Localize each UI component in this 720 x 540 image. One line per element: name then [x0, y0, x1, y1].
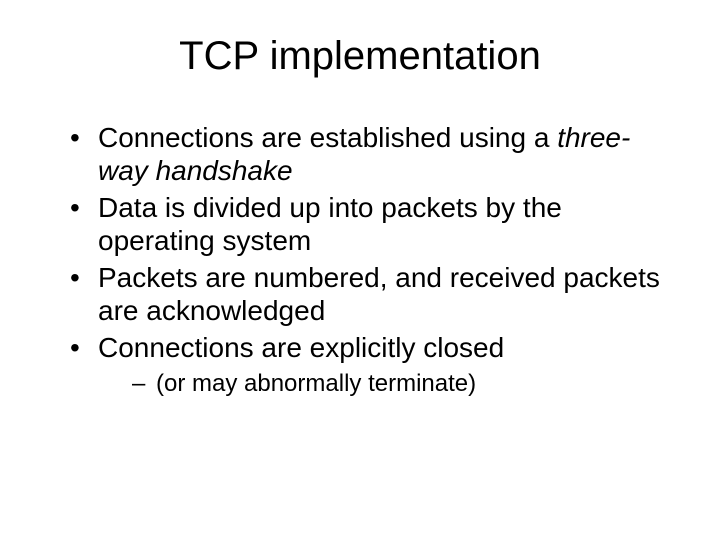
text-segment: Packets are numbered, and received packe…: [98, 262, 660, 326]
bullet-item: Connections are explicitly closed (or may…: [70, 331, 670, 399]
bullet-list: Connections are established using a thre…: [70, 121, 670, 399]
bullet-item: Packets are numbered, and received packe…: [70, 261, 670, 327]
slide-title: TCP implementation: [50, 34, 670, 79]
slide: TCP implementation Connections are estab…: [0, 0, 720, 540]
text-segment: Connections are explicitly closed: [98, 332, 504, 363]
sub-bullet-list: (or may abnormally terminate): [132, 370, 670, 399]
text-segment: Data is divided up into packets by the o…: [98, 192, 562, 256]
sub-bullet-item: (or may abnormally terminate): [132, 370, 670, 399]
text-segment: (or may abnormally terminate): [156, 370, 476, 397]
text-segment: Connections are established using a: [98, 122, 557, 153]
bullet-item: Data is divided up into packets by the o…: [70, 191, 670, 257]
bullet-item: Connections are established using a thre…: [70, 121, 670, 187]
